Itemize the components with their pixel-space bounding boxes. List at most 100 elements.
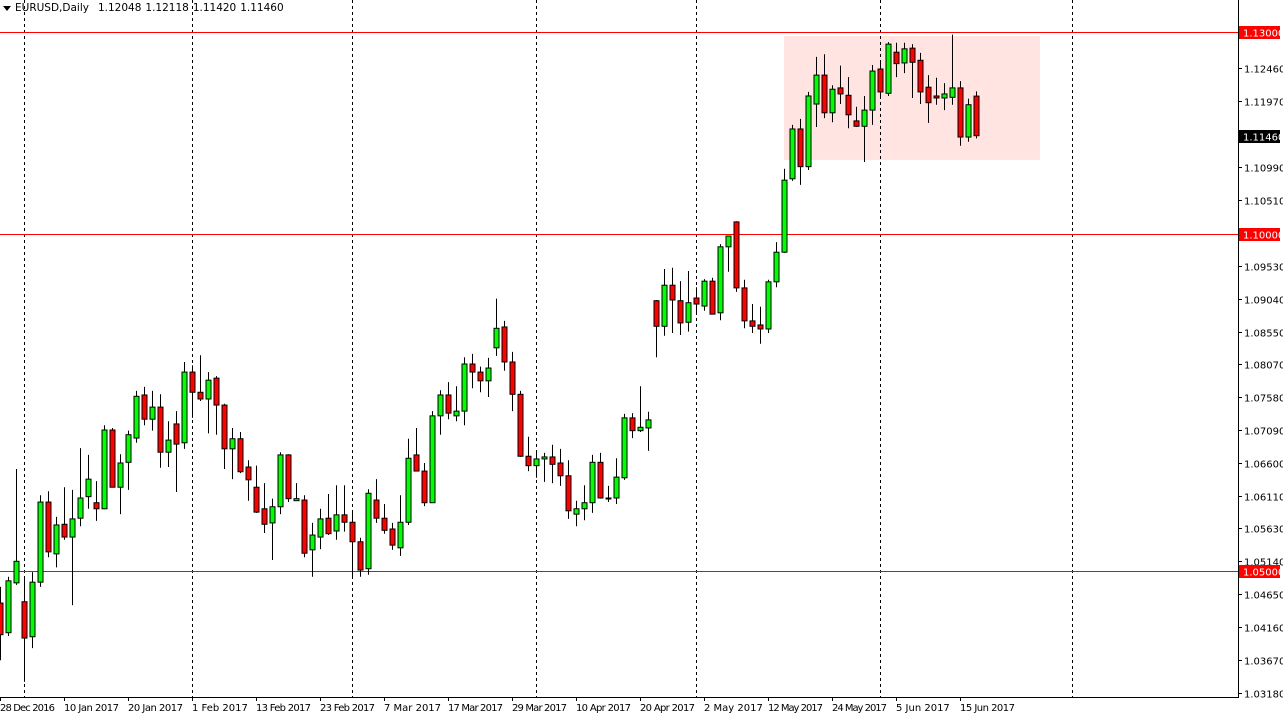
candle	[845, 77, 852, 129]
bearish-candle-body	[565, 475, 572, 512]
candle	[549, 444, 556, 484]
time-tick-label: 13 Feb 2017	[256, 703, 311, 714]
bullish-candle-body	[661, 284, 668, 327]
candle	[781, 168, 788, 253]
candle	[725, 235, 732, 272]
bullish-candle-body	[37, 501, 44, 583]
dropdown-triangle-icon[interactable]	[3, 5, 11, 11]
candle	[37, 495, 44, 587]
price-tick-label: 1.07580	[1244, 394, 1283, 405]
price-tick-label: 1.08070	[1244, 361, 1283, 372]
candle	[333, 485, 340, 540]
bearish-candle-body	[653, 300, 660, 327]
bullish-candle-body	[805, 95, 812, 168]
high-price: 1.12118	[145, 2, 189, 14]
bullish-candle-body	[429, 415, 436, 504]
candle	[69, 489, 76, 606]
bullish-candle-body	[533, 458, 540, 467]
candle	[317, 508, 324, 550]
candle	[373, 479, 380, 523]
candle	[221, 403, 228, 470]
time-axis[interactable]: 28 Dec 2016 10 Jan 2017 20 Jan 2017 1 Feb 2…	[0, 697, 1015, 714]
candle	[829, 85, 836, 123]
bullish-candle-body	[773, 251, 780, 283]
candle	[141, 386, 148, 426]
time-tick-label: 20 Apr 2017	[640, 703, 695, 714]
bearish-candle-body	[957, 87, 964, 138]
candle	[469, 353, 476, 389]
candle	[669, 267, 676, 334]
price-tick-label: 1.09530	[1244, 263, 1283, 274]
candle	[701, 279, 708, 311]
candle	[797, 118, 804, 185]
candle	[77, 448, 84, 527]
candle	[437, 390, 444, 435]
bearish-candle-body	[733, 221, 740, 289]
candle	[693, 287, 700, 315]
bearish-candle-body	[821, 74, 828, 114]
bullish-candle-body	[165, 439, 172, 453]
candle	[733, 221, 740, 292]
bullish-candle-body	[781, 179, 788, 253]
bullish-candle-body	[605, 497, 612, 500]
bullish-candle-body	[85, 478, 92, 498]
chart-title-bar: EURUSD,Daily 1.12048 1.12118 1.11420 1.1…	[3, 2, 284, 14]
bearish-candle-body	[349, 521, 356, 543]
bearish-candle-body	[925, 86, 932, 104]
bullish-candle-body	[205, 379, 212, 400]
bearish-candle-body	[557, 462, 564, 477]
bearish-candle-body	[325, 517, 332, 535]
candle	[21, 576, 28, 682]
candle	[645, 411, 652, 451]
price-tick-label: 1.07090	[1244, 427, 1283, 438]
candle	[501, 320, 508, 371]
candle	[245, 460, 252, 501]
bullish-candle-body	[885, 43, 892, 94]
candle	[749, 304, 756, 334]
candle	[765, 279, 772, 334]
bullish-candle-body	[149, 406, 156, 420]
bearish-candle-body	[389, 528, 396, 546]
bullish-candle-body	[397, 521, 404, 549]
bearish-candle-body	[0, 602, 4, 636]
candle	[629, 413, 636, 439]
time-tick-label: 20 Jan 2017	[128, 703, 183, 714]
candle	[789, 124, 796, 181]
bearish-candle-body	[797, 128, 804, 168]
time-tick-label: 24 May 2017	[832, 703, 887, 714]
bearish-candle-body	[837, 87, 844, 95]
price-axis[interactable]: 1.12460 1.11970 1.10990 1.10510 1.09530 1.090…	[1238, 65, 1283, 701]
bullish-candle-body	[125, 434, 132, 463]
candle	[261, 483, 268, 534]
candle	[685, 271, 692, 332]
bearish-candle-body	[853, 120, 860, 127]
bullish-candle-body	[29, 581, 36, 638]
bearish-candle-body	[381, 517, 388, 531]
price-tick-label: 1.08550	[1244, 329, 1283, 340]
bearish-candle-body	[629, 417, 636, 432]
bullish-candle-body	[133, 395, 140, 439]
bearish-candle-body	[445, 394, 452, 414]
bearish-candle-body	[973, 95, 980, 137]
candle	[901, 42, 908, 74]
time-tick-label: 10 Jan 2017	[64, 703, 119, 714]
candle	[173, 411, 180, 492]
candle	[533, 450, 540, 478]
bullish-candle-body	[541, 456, 548, 460]
bearish-candle-body	[21, 601, 28, 639]
time-tick-label: 2 May 2017	[704, 703, 763, 714]
bearish-candle-body	[285, 454, 292, 500]
candle	[837, 65, 844, 105]
price-tick-label: 1.04650	[1244, 591, 1283, 602]
bearish-candle-body	[909, 47, 916, 63]
price-tick-label: 1.06600	[1244, 460, 1283, 471]
candle	[877, 60, 884, 99]
bullish-candle-body	[581, 502, 588, 510]
bearish-candle-body	[221, 404, 228, 450]
bullish-candle-body	[645, 419, 652, 429]
candle	[293, 483, 300, 502]
candle	[893, 42, 900, 78]
candle	[597, 452, 604, 499]
bearish-candle-body	[677, 300, 684, 324]
